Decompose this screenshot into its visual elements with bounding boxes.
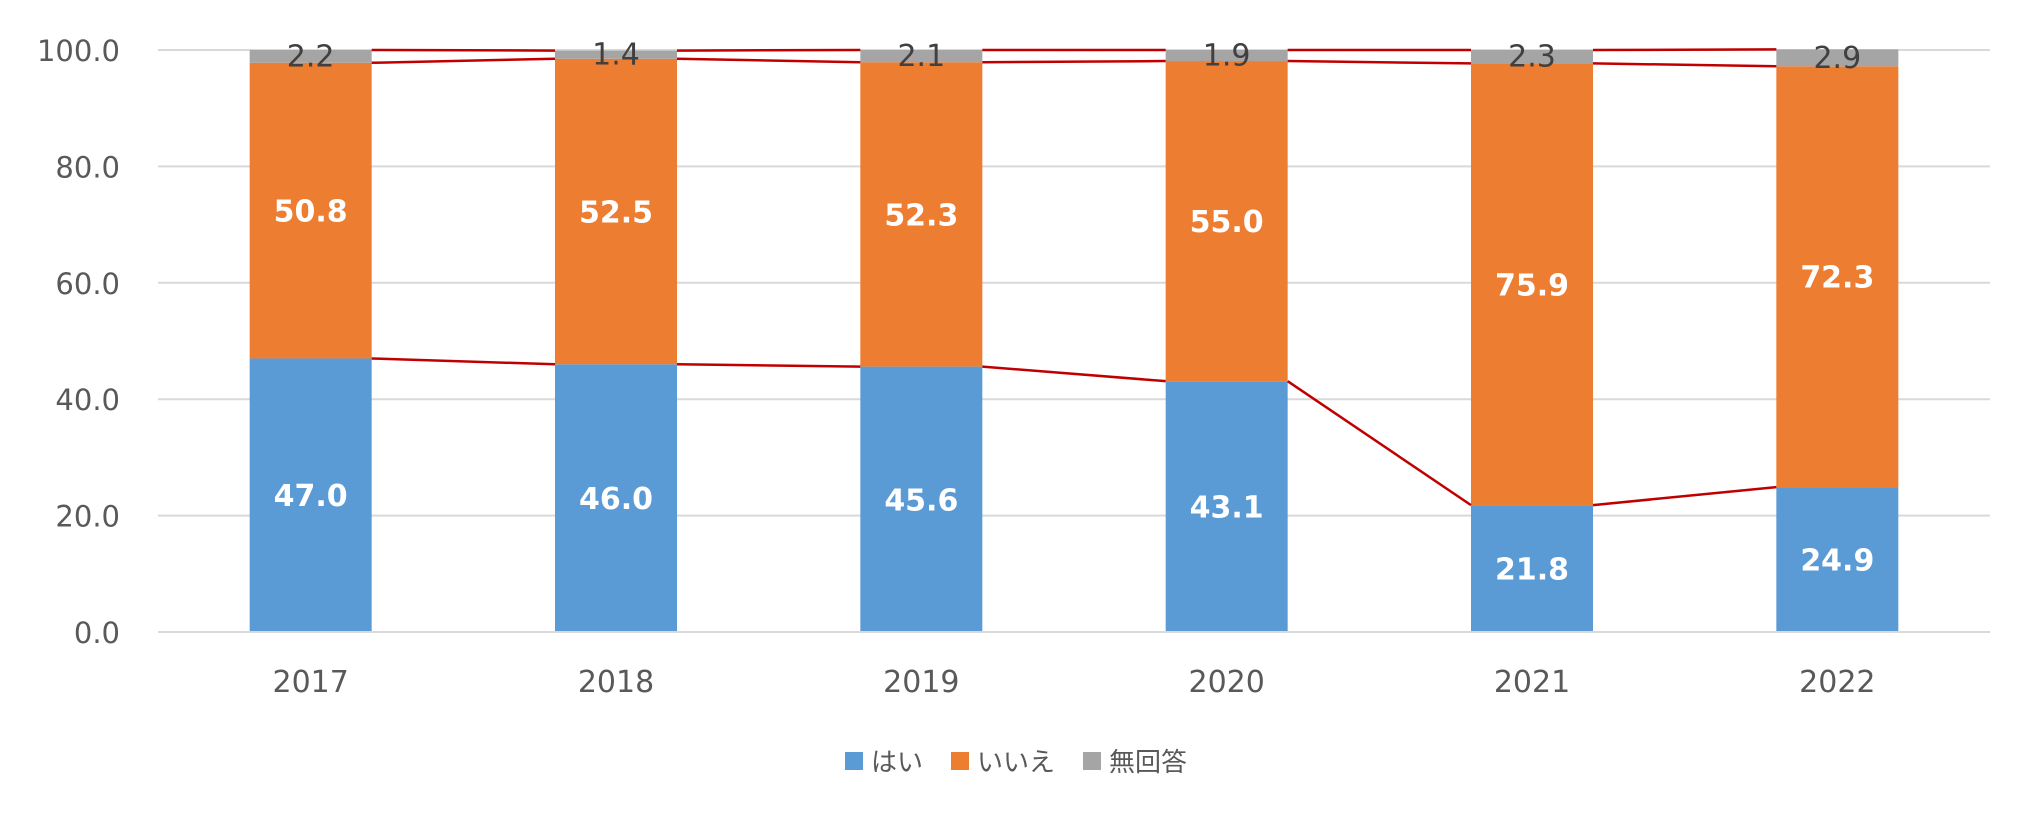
data-label-2-2021: 2.3 xyxy=(1508,40,1556,75)
series-line-1-1 xyxy=(676,57,861,64)
bar-0-2022 xyxy=(1776,487,1899,632)
legend: はい いいえ 無回答 xyxy=(0,742,2032,779)
bar-1-2017 xyxy=(249,62,372,359)
y-tick-label: 80.0 xyxy=(55,150,120,184)
legend-swatch-no xyxy=(950,751,969,770)
legend-label-no-answer: 無回答 xyxy=(1109,748,1188,778)
legend-item-no: いいえ xyxy=(950,742,1055,779)
x-tick-label: 2020 xyxy=(1188,665,1264,700)
series-line-0-2 xyxy=(982,365,1166,383)
bar-0-2018 xyxy=(555,364,677,632)
bar-1-2020 xyxy=(1165,61,1288,382)
bar-2-2022 xyxy=(1776,49,1899,67)
bar-2-2018 xyxy=(555,50,677,59)
series-line-1-4 xyxy=(1592,62,1777,68)
data-label-1-2021: 75.9 xyxy=(1495,268,1569,303)
bar-0-2020 xyxy=(1165,381,1288,632)
data-label-0-2020: 43.1 xyxy=(1190,491,1264,526)
legend-label-yes: はい xyxy=(870,748,923,778)
data-label-2-2017: 2.2 xyxy=(287,39,335,74)
legend-item-no-answer: 無回答 xyxy=(1083,742,1187,779)
legend-swatch-no-answer xyxy=(1083,751,1101,770)
data-label-0-2022: 24.9 xyxy=(1800,544,1874,579)
bar-0-2017 xyxy=(249,358,372,632)
data-label-2-2019: 2.1 xyxy=(897,39,945,74)
bar-0-2019 xyxy=(860,366,983,632)
bar-1-2022 xyxy=(1776,66,1899,488)
y-tick-label: 100.0 xyxy=(37,34,120,68)
bar-2-2019 xyxy=(860,50,983,63)
y-tick-label: 60.0 xyxy=(55,267,120,301)
y-tick-label: 20.0 xyxy=(55,500,120,534)
data-label-0-2017: 47.0 xyxy=(274,479,348,514)
bar-2-2021 xyxy=(1471,50,1593,64)
series-line-2-1 xyxy=(676,48,861,52)
x-tick-label: 2021 xyxy=(1494,665,1570,700)
y-tick-label: 0.0 xyxy=(74,616,120,650)
data-label-1-2017: 50.8 xyxy=(274,195,348,230)
x-tick-label: 2019 xyxy=(883,665,959,700)
data-label-2-2020: 1.9 xyxy=(1203,39,1251,74)
series-line-2-0 xyxy=(371,48,556,52)
data-label-1-2020: 55.0 xyxy=(1190,205,1264,240)
data-label-1-2018: 52.5 xyxy=(579,196,653,231)
x-tick-label: 2022 xyxy=(1799,665,1875,700)
data-label-2-2022: 2.9 xyxy=(1813,41,1861,76)
series-line-1-2 xyxy=(982,59,1166,64)
legend-swatch-yes xyxy=(844,751,863,770)
series-line-0-0 xyxy=(371,357,556,366)
series-line-0-4 xyxy=(1592,485,1777,507)
bar-2-2017 xyxy=(249,50,372,63)
y-tick-label: 40.0 xyxy=(55,383,120,417)
data-label-0-2018: 46.0 xyxy=(579,482,653,517)
data-label-1-2022: 72.3 xyxy=(1800,261,1874,296)
series-line-0-3 xyxy=(1286,380,1472,507)
legend-item-yes: はい xyxy=(844,742,923,779)
x-tick-label: 2018 xyxy=(578,665,654,700)
data-label-1-2019: 52.3 xyxy=(884,198,958,233)
series-line-1-0 xyxy=(371,57,556,65)
series-line-0-1 xyxy=(676,363,861,368)
bar-2-2020 xyxy=(1165,50,1288,62)
data-label-0-2019: 45.6 xyxy=(884,483,958,518)
series-line-2-4 xyxy=(1592,48,1777,52)
bar-1-2018 xyxy=(555,58,677,365)
series-line-1-3 xyxy=(1287,59,1472,65)
data-label-2-2018: 1.4 xyxy=(592,38,640,73)
x-tick-label: 2017 xyxy=(272,665,348,700)
bar-1-2019 xyxy=(860,62,983,367)
legend-label-no: いいえ xyxy=(976,748,1055,778)
data-label-0-2021: 21.8 xyxy=(1495,553,1569,588)
bar-0-2021 xyxy=(1471,505,1593,632)
bar-1-2021 xyxy=(1471,63,1593,506)
